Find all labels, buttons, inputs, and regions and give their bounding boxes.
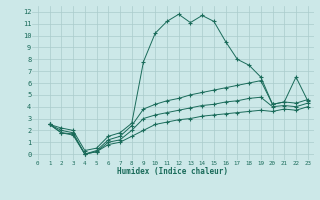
X-axis label: Humidex (Indice chaleur): Humidex (Indice chaleur): [117, 167, 228, 176]
